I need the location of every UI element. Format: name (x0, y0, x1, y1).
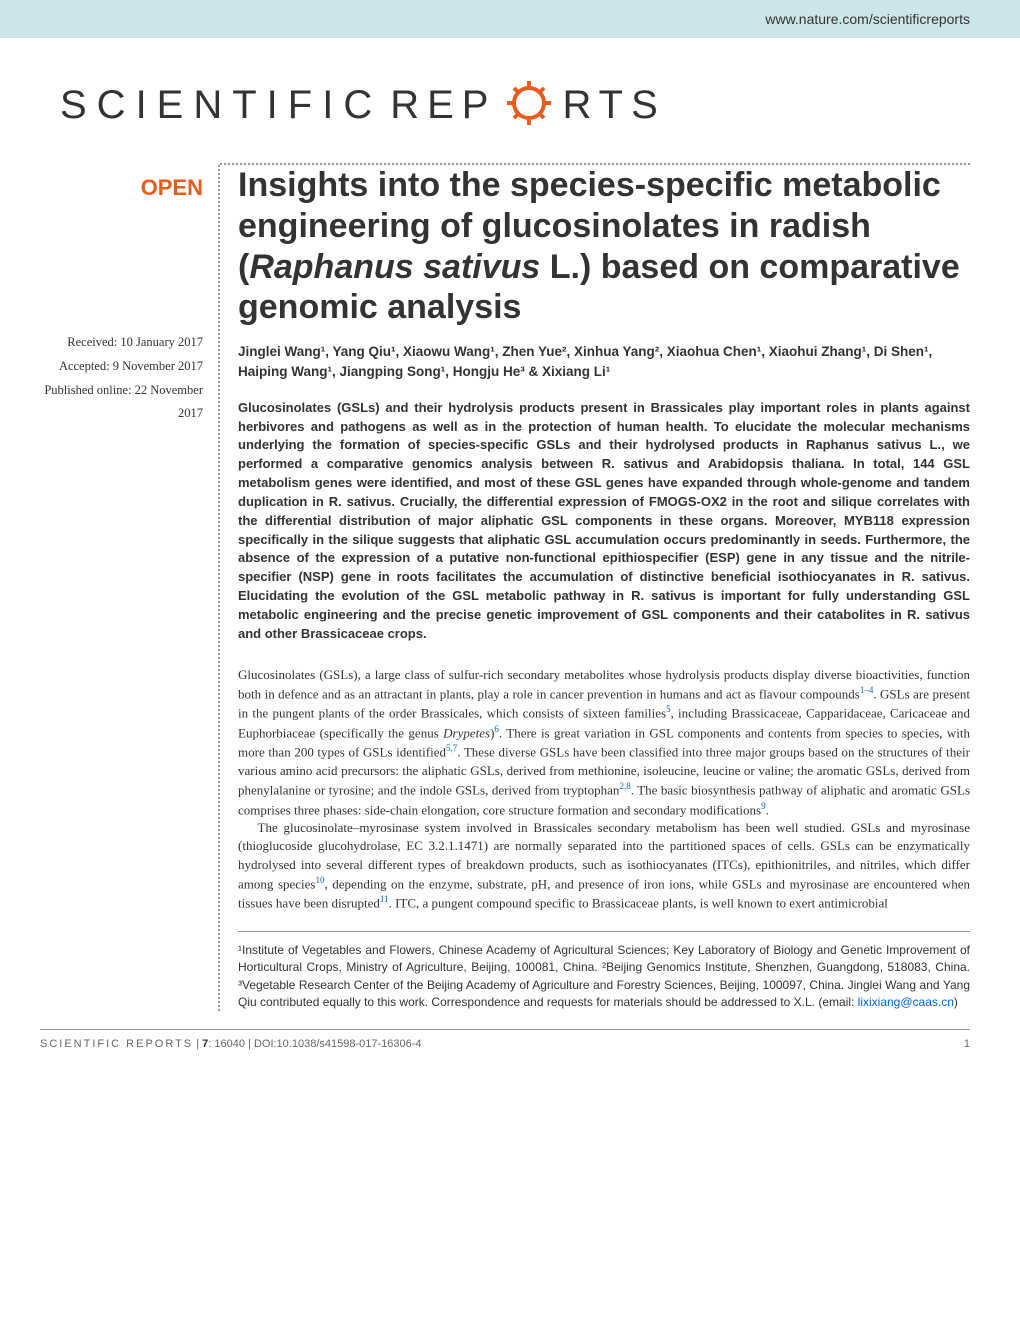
ref-link[interactable]: 2,8 (619, 781, 630, 791)
paragraph-2: The glucosinolate–myrosinase system invo… (238, 819, 970, 913)
article-title: Insights into the species-specific metab… (238, 165, 970, 328)
publication-dates: Received: 10 January 2017 Accepted: 9 No… (40, 331, 203, 426)
header-url[interactable]: www.nature.com/scientificreports (765, 11, 970, 27)
affiliations: ¹Institute of Vegetables and Flowers, Ch… (238, 942, 970, 1012)
footer-citation: SCIENTIFIC REPORTS | 7: 16040 | DOI:10.1… (40, 1038, 422, 1050)
author-list: Jinglei Wang¹, Yang Qiu¹, Xiaowu Wang¹, … (238, 342, 970, 383)
logo-text-3: RTS (562, 83, 665, 128)
ref-link[interactable]: 11 (380, 894, 389, 904)
journal-logo: SCIENTIFIC REP RTS (60, 78, 1020, 133)
gear-icon (504, 78, 554, 133)
header-bar: www.nature.com/scientificreports (0, 0, 1020, 38)
date-published: Published online: 22 November 2017 (40, 379, 203, 427)
logo-text-1: SCIENTIFIC (60, 83, 382, 128)
body-text: Glucosinolates (GSLs), a large class of … (238, 666, 970, 913)
logo-text-2: REP (390, 83, 496, 128)
main-column: Insights into the species-specific metab… (220, 165, 970, 1011)
date-received: Received: 10 January 2017 (40, 331, 203, 355)
page-number: 1 (964, 1038, 970, 1050)
affiliation-separator (238, 931, 970, 932)
date-accepted: Accepted: 9 November 2017 (40, 355, 203, 379)
left-sidebar: OPEN Received: 10 January 2017 Accepted:… (40, 165, 220, 1011)
ref-link[interactable]: 1–4 (860, 685, 874, 695)
ref-link[interactable]: 5,7 (446, 743, 457, 753)
page-footer: SCIENTIFIC REPORTS | 7: 16040 | DOI:10.1… (0, 1030, 1020, 1050)
corresponding-email[interactable]: lixixiang@caas.cn (858, 995, 954, 1009)
paragraph-1: Glucosinolates (GSLs), a large class of … (238, 666, 970, 819)
abstract: Glucosinolates (GSLs) and their hydrolys… (238, 399, 970, 644)
open-access-badge: OPEN (40, 175, 203, 201)
